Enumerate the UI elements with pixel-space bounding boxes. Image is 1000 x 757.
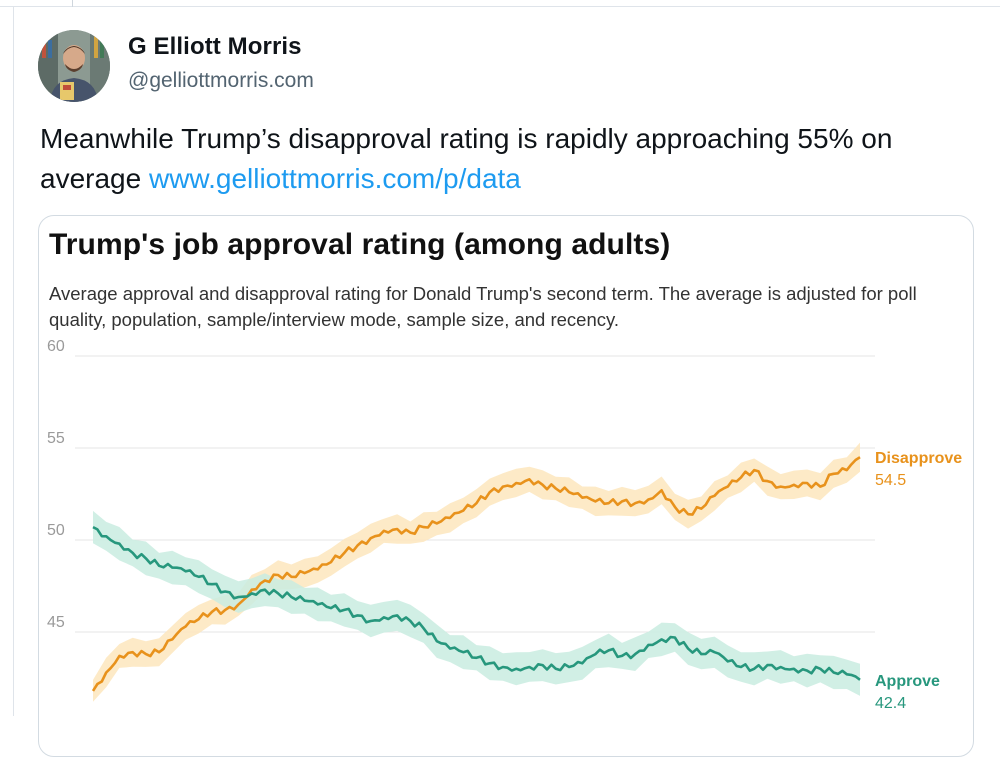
- chart-title: Trump's job approval rating (among adult…: [49, 228, 671, 261]
- y-tick-label-50: 50: [47, 522, 65, 539]
- avatar-photo-icon: [38, 30, 110, 102]
- disapprove-band: [93, 442, 860, 702]
- approve-band: [93, 510, 860, 696]
- disapprove-line: [91, 456, 861, 692]
- post-text: Meanwhile Trump’s disapproval rating is …: [40, 119, 970, 199]
- thread-connector: [72, 0, 73, 7]
- avatar[interactable]: [38, 30, 110, 102]
- disapprove-end-value: 54.5: [875, 472, 906, 489]
- approve-line: [92, 525, 861, 681]
- chart-plot: 45 50 55 60 Disapprove 54.5 Approve 42.4: [47, 338, 962, 712]
- approve-series-label: Approve: [875, 673, 940, 690]
- author-handle[interactable]: @gelliottmorris.com: [128, 69, 314, 92]
- y-tick-label-45: 45: [47, 614, 65, 631]
- y-tick-label-55: 55: [47, 430, 65, 447]
- y-tick-label-60: 60: [47, 338, 65, 355]
- approve-end-value: 42.4: [875, 695, 906, 712]
- post-link[interactable]: www.gelliottmorris.com/p/data: [148, 163, 521, 194]
- left-border: [13, 6, 14, 716]
- disapprove-series-label: Disapprove: [875, 450, 962, 467]
- top-divider: [0, 6, 1000, 7]
- author-name[interactable]: G Elliott Morris: [128, 33, 302, 60]
- post-body: Meanwhile Trump’s disapproval rating is …: [40, 123, 893, 194]
- chart-card[interactable]: Trump's job approval rating (among adult…: [38, 215, 974, 757]
- chart-subtitle: Average approval and disapproval rating …: [49, 283, 917, 330]
